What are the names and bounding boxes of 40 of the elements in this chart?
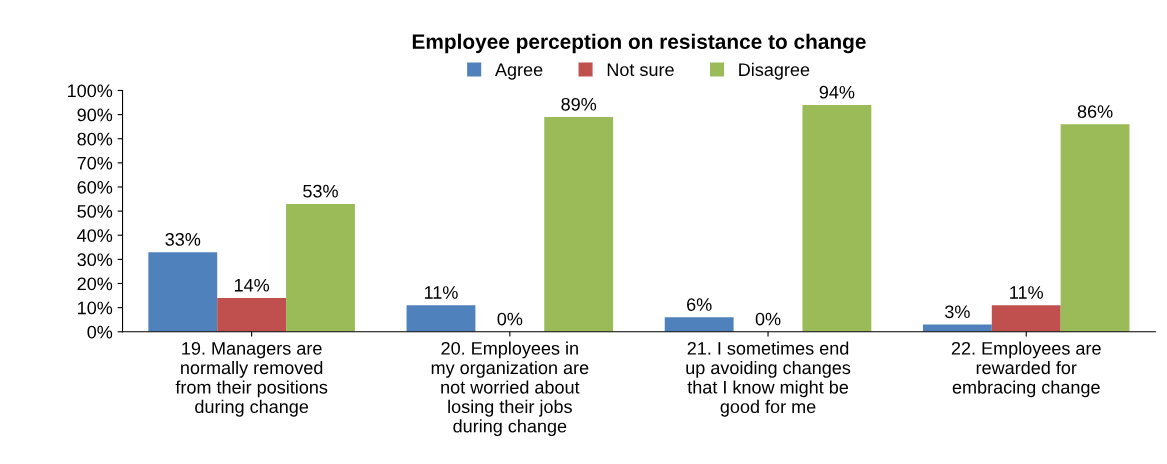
bar bbox=[664, 317, 734, 332]
y-tick-label: 60% bbox=[77, 180, 113, 194]
chart-title: Employee perception on resistance to change bbox=[412, 33, 866, 54]
y-tick-label: 0% bbox=[87, 325, 113, 339]
y-tick-label: 100% bbox=[68, 84, 113, 98]
x-tick-label: 22. Employees are rewarded for embracing change bbox=[951, 341, 1101, 398]
y-tick-label: 70% bbox=[77, 156, 113, 170]
data-label: 89% bbox=[561, 97, 597, 111]
y-tick-label: 10% bbox=[78, 301, 113, 315]
x-tick-label: 21. I sometimes end up avoiding changes that I know might be good for me bbox=[686, 341, 851, 417]
bar bbox=[406, 305, 476, 332]
y-tick-label: 30% bbox=[77, 253, 113, 267]
y-tick-label: 40% bbox=[77, 229, 113, 242]
data-label: 11% bbox=[424, 286, 458, 299]
y-tick-label: 90% bbox=[77, 108, 113, 122]
bar bbox=[217, 297, 287, 332]
x-tick-label: 19. Managers are normally removed from their positions during change bbox=[175, 341, 328, 417]
bar bbox=[991, 305, 1061, 332]
data-label: 6% bbox=[687, 298, 712, 311]
legend-label: Disagree bbox=[739, 62, 810, 80]
data-label: 0% bbox=[755, 312, 781, 326]
data-label: 0% bbox=[497, 312, 523, 326]
data-label: 11% bbox=[1010, 286, 1043, 299]
data-label: 86% bbox=[1077, 105, 1113, 118]
x-tick-label: 20. Employees in my organization are not worried about losing their jobs during change bbox=[431, 341, 589, 437]
data-label: 14% bbox=[234, 278, 270, 292]
bar bbox=[148, 252, 218, 332]
bar bbox=[544, 117, 614, 332]
bar bbox=[802, 104, 872, 332]
data-label: 94% bbox=[819, 85, 855, 99]
data-label: 33% bbox=[165, 233, 201, 246]
bar bbox=[1060, 124, 1130, 332]
data-label: 53% bbox=[303, 184, 338, 198]
data-label: 3% bbox=[945, 305, 970, 319]
y-tick-label: 80% bbox=[77, 132, 113, 146]
bar bbox=[286, 203, 355, 332]
y-tick-label: 50% bbox=[77, 205, 113, 218]
legend-label: Not sure bbox=[607, 63, 674, 77]
legend-label: Agree bbox=[494, 63, 543, 80]
y-tick-label: 20% bbox=[77, 277, 113, 291]
